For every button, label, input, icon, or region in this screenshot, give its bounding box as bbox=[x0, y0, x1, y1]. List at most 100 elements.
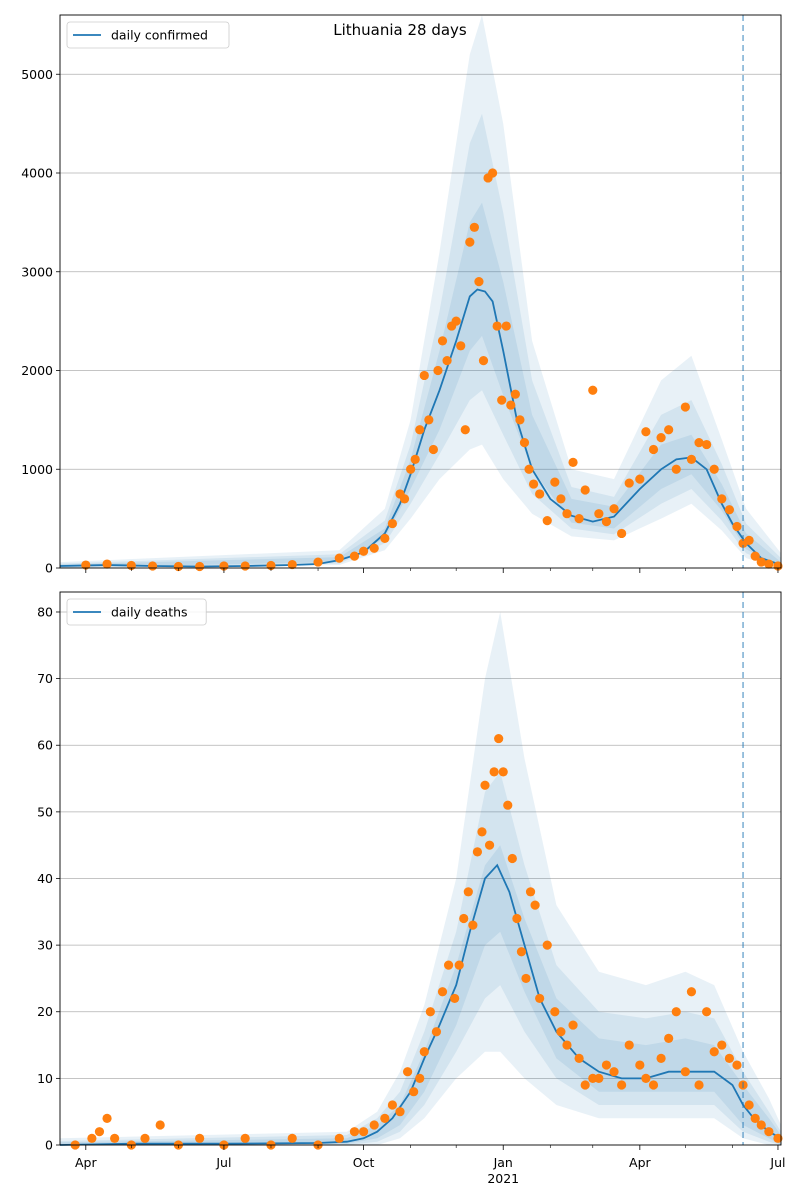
data-point bbox=[574, 514, 584, 524]
data-point bbox=[498, 767, 508, 777]
data-point bbox=[240, 1133, 250, 1143]
data-point bbox=[580, 485, 590, 495]
data-point bbox=[334, 553, 344, 563]
data-point bbox=[503, 800, 513, 810]
data-point bbox=[489, 767, 499, 777]
data-point bbox=[568, 457, 578, 467]
plot-frame bbox=[59, 14, 782, 569]
plot-frame bbox=[59, 591, 782, 1146]
data-point bbox=[287, 559, 297, 570]
legend-label: daily deaths bbox=[111, 605, 188, 620]
data-point bbox=[535, 993, 545, 1004]
data-point bbox=[465, 237, 475, 247]
data-point bbox=[648, 444, 659, 455]
data-point bbox=[750, 1113, 760, 1123]
data-point bbox=[431, 1027, 442, 1037]
data-point bbox=[588, 385, 598, 395]
x-year-label: 2021 bbox=[487, 1171, 519, 1186]
data-point bbox=[409, 1087, 419, 1097]
data-point bbox=[664, 1033, 674, 1043]
figure-title: Lithuania 28 days bbox=[333, 21, 467, 39]
y-tick-label: 1000 bbox=[21, 462, 53, 477]
data-point bbox=[556, 494, 566, 504]
data-point bbox=[519, 437, 530, 448]
data-point bbox=[454, 960, 464, 970]
uncertainty-band-2 bbox=[60, 113, 781, 569]
data-point bbox=[656, 433, 666, 443]
data-point bbox=[525, 887, 536, 897]
data-point bbox=[380, 1113, 390, 1123]
data-point bbox=[419, 370, 429, 381]
data-point bbox=[87, 1133, 97, 1143]
x-tick-label: Jul bbox=[215, 1155, 231, 1170]
data-point bbox=[459, 913, 469, 924]
data-point bbox=[334, 1133, 344, 1143]
uncertainty-band-1 bbox=[60, 612, 781, 1145]
data-point bbox=[313, 557, 323, 567]
y-tick-label: 80 bbox=[37, 604, 53, 619]
data-point bbox=[609, 1067, 619, 1077]
data-point bbox=[410, 454, 420, 464]
data-point bbox=[140, 1133, 150, 1143]
data-point bbox=[433, 365, 443, 376]
data-point bbox=[442, 356, 452, 366]
series-line bbox=[59, 863, 782, 1146]
y-tick-label: 2000 bbox=[21, 363, 53, 378]
data-point bbox=[671, 464, 681, 474]
y-tick-label: 0 bbox=[45, 561, 53, 576]
data-point bbox=[358, 546, 369, 556]
data-point bbox=[399, 494, 410, 504]
data-point bbox=[724, 505, 734, 515]
data-point bbox=[524, 464, 534, 474]
data-point bbox=[419, 1047, 429, 1057]
data-point bbox=[709, 1047, 719, 1057]
y-tick-label: 4000 bbox=[21, 166, 53, 181]
data-point bbox=[717, 1040, 727, 1050]
data-point bbox=[568, 1020, 578, 1030]
data-point bbox=[173, 561, 183, 572]
data-point bbox=[506, 400, 516, 410]
data-point bbox=[702, 439, 712, 450]
data-point bbox=[287, 1133, 297, 1143]
y-tick-label: 0 bbox=[45, 1138, 53, 1153]
x-tick-label: Jul bbox=[769, 1155, 785, 1170]
data-point bbox=[425, 1007, 435, 1017]
data-point bbox=[460, 425, 470, 435]
data-point bbox=[477, 827, 487, 837]
data-point bbox=[456, 341, 466, 351]
data-point bbox=[507, 853, 517, 864]
data-point bbox=[463, 887, 473, 897]
data-point bbox=[580, 1080, 590, 1090]
legend-label: daily confirmed bbox=[111, 28, 208, 43]
data-point bbox=[624, 478, 634, 488]
data-point bbox=[594, 509, 604, 519]
x-tick-label: Jan bbox=[493, 1155, 513, 1170]
data-point bbox=[349, 1127, 360, 1137]
y-tick-label: 50 bbox=[37, 804, 53, 819]
data-point bbox=[530, 900, 540, 910]
data-point bbox=[387, 518, 398, 529]
data-point bbox=[369, 1120, 379, 1130]
data-point bbox=[671, 1007, 681, 1017]
data-point bbox=[521, 973, 531, 984]
data-point bbox=[428, 444, 439, 455]
data-point bbox=[744, 1100, 754, 1110]
data-point bbox=[641, 427, 651, 437]
data-point bbox=[424, 415, 434, 425]
data-point bbox=[501, 321, 511, 331]
data-point bbox=[617, 528, 627, 539]
data-point bbox=[686, 454, 697, 464]
data-point bbox=[686, 987, 697, 997]
data-point bbox=[635, 1060, 645, 1070]
deaths-panel: 0 10 20 30 40 50 60 70 80 daily deaths bbox=[37, 591, 783, 1153]
data-point bbox=[451, 316, 461, 326]
data-point bbox=[732, 1060, 742, 1070]
legend-box bbox=[66, 21, 230, 49]
uncertainty-band-3 bbox=[60, 845, 781, 1145]
data-point bbox=[641, 1073, 651, 1083]
data-point bbox=[94, 1127, 105, 1137]
data-point bbox=[594, 1073, 604, 1083]
data-point bbox=[550, 1007, 560, 1017]
data-point bbox=[574, 1053, 584, 1063]
y-tick-label: 10 bbox=[37, 1071, 53, 1086]
